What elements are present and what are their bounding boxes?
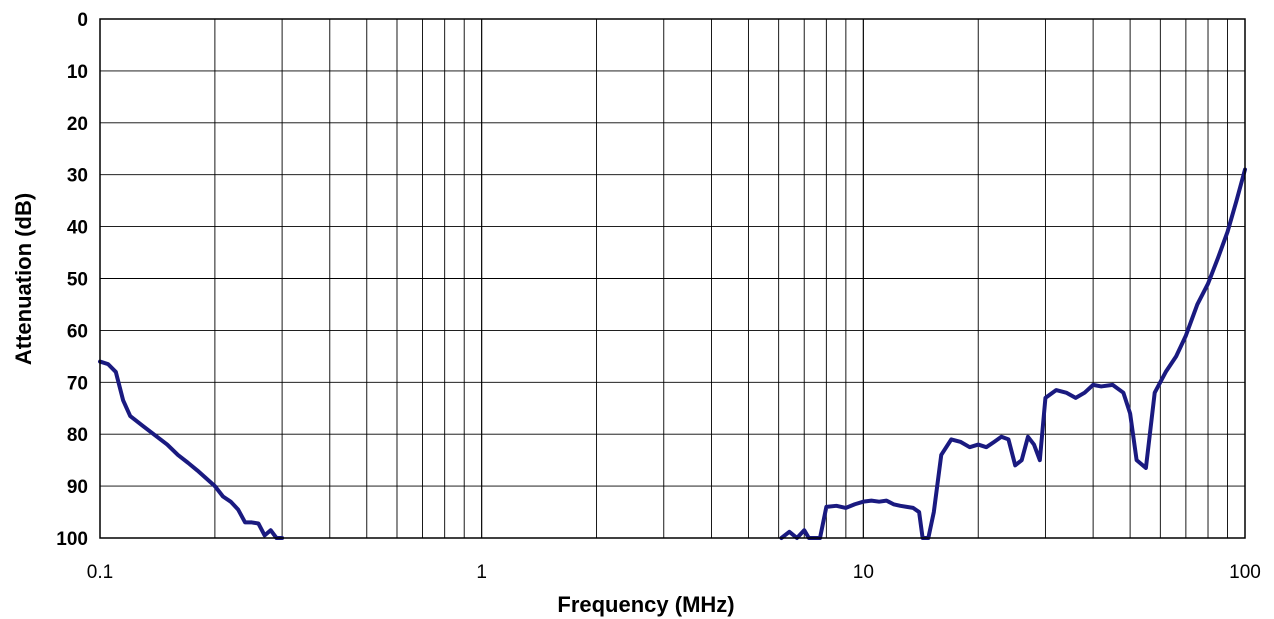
y-tick-labels: 0 10 20 30 40 50 60 70 80 90 100 (56, 10, 88, 550)
y-tick-label: 0 (77, 10, 88, 31)
y-tick-label: 80 (67, 425, 88, 446)
y-tick-label: 60 (67, 321, 88, 342)
y-tick-label: 100 (56, 529, 88, 550)
y-tick-label: 40 (67, 218, 88, 239)
x-tick-label: 100 (1229, 562, 1261, 583)
y-tick-label: 70 (67, 373, 88, 394)
x-tick-label: 0.1 (87, 562, 113, 583)
y-tick-label: 50 (67, 270, 88, 291)
y-tick-label: 30 (67, 166, 88, 187)
series-group (98, 167, 1247, 540)
x-axis-label: Frequency (MHz) (557, 592, 734, 617)
x-tick-label: 10 (853, 562, 874, 583)
y-axis-label: Attenuation (dB) (11, 193, 36, 365)
grid-lines (100, 19, 1245, 538)
y-tick-label: 90 (67, 477, 88, 498)
plot-frame (99, 18, 1246, 539)
x-tick-label: 1 (476, 562, 487, 583)
x-tick-labels: 0.1 1 10 100 (87, 562, 1261, 583)
series-line (98, 359, 285, 540)
y-tick-label: 10 (67, 62, 88, 83)
y-tick-label: 20 (67, 114, 88, 135)
series-line (779, 167, 1247, 540)
